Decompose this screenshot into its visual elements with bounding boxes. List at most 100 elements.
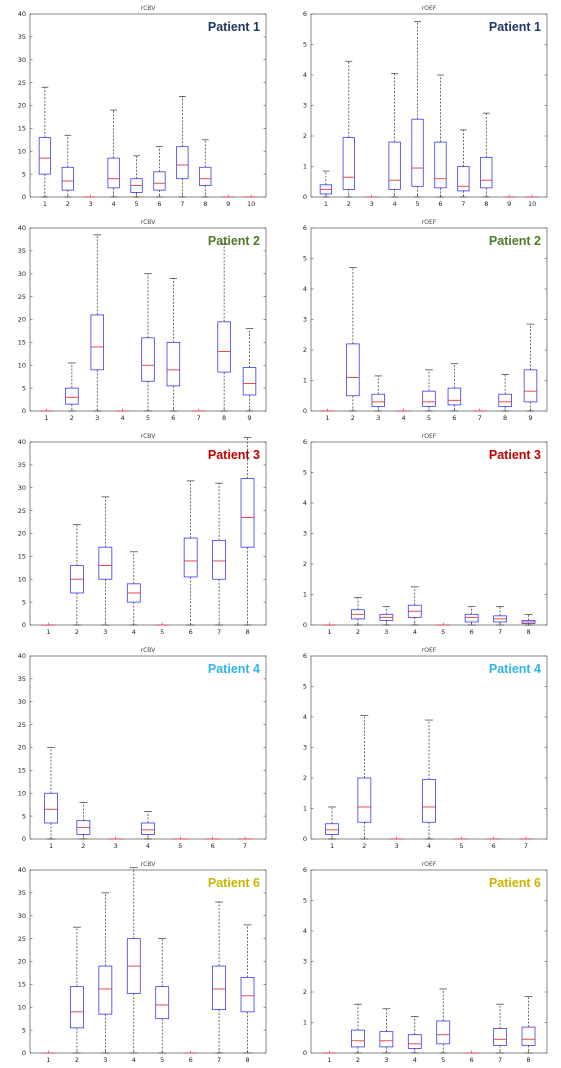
x-tick-label: 2 (362, 842, 366, 850)
x-tick-label: 6 (157, 200, 161, 208)
y-tick-label: 10 (18, 147, 26, 155)
y-tick-label: 3 (303, 316, 307, 324)
x-tick-label: 5 (160, 1056, 164, 1064)
axes-title: rCBV (141, 5, 157, 12)
y-tick-label: 1 (303, 591, 307, 599)
x-tick-label: 5 (178, 842, 182, 850)
x-tick-label: 6 (171, 414, 175, 422)
x-tick-label: 5 (427, 414, 431, 422)
y-tick-label: 15 (18, 553, 26, 561)
y-tick-label: 35 (18, 889, 26, 897)
x-tick-label: 4 (112, 200, 116, 208)
y-tick-label: 20 (18, 958, 26, 966)
patient-label: Patient 1 (208, 20, 260, 34)
y-tick-label: 0 (303, 1049, 307, 1057)
axes-title: rOEF (422, 219, 437, 226)
y-tick-label: 30 (18, 912, 26, 920)
x-tick-label: 7 (524, 842, 528, 850)
axes-title: rCBV (141, 861, 157, 868)
x-tick-label: 3 (384, 1056, 388, 1064)
y-tick-label: 15 (18, 339, 26, 347)
x-tick-label: 2 (351, 414, 355, 422)
axes-title: rCBV (141, 647, 157, 654)
y-tick-label: 0 (22, 1049, 26, 1057)
x-tick-label: 9 (528, 414, 532, 422)
y-tick-label: 2 (303, 346, 307, 354)
y-tick-label: 5 (22, 598, 26, 606)
y-tick-label: 10 (18, 575, 26, 583)
y-tick-label: 0 (303, 835, 307, 843)
y-tick-label: 2 (303, 560, 307, 568)
x-tick-label: 4 (427, 842, 431, 850)
y-tick-label: 6 (303, 652, 307, 660)
axes-frame (311, 14, 547, 197)
y-tick-label: 35 (18, 33, 26, 41)
patient-label: Patient 1 (489, 20, 541, 34)
y-tick-label: 30 (18, 698, 26, 706)
y-tick-label: 6 (303, 438, 307, 446)
x-tick-label: 1 (46, 1056, 50, 1064)
x-tick-label: 4 (413, 1056, 417, 1064)
x-tick-label: 1 (324, 200, 328, 208)
x-tick-label: 5 (146, 414, 150, 422)
y-tick-label: 20 (18, 744, 26, 752)
x-tick-label: 1 (327, 1056, 331, 1064)
y-tick-label: 1 (303, 1019, 307, 1027)
y-tick-label: 6 (303, 10, 307, 18)
x-tick-label: 4 (121, 414, 125, 422)
x-tick-label: 9 (247, 414, 251, 422)
x-tick-label: 6 (211, 842, 215, 850)
y-tick-label: 2 (303, 774, 307, 782)
x-tick-label: 6 (452, 414, 456, 422)
x-tick-label: 9 (507, 200, 511, 208)
y-tick-label: 30 (18, 270, 26, 278)
x-tick-label: 2 (356, 628, 360, 636)
x-tick-label: 3 (384, 628, 388, 636)
x-tick-label: 7 (217, 628, 221, 636)
x-tick-label: 7 (197, 414, 201, 422)
y-tick-label: 5 (22, 812, 26, 820)
x-tick-label: 2 (75, 628, 79, 636)
y-tick-label: 25 (18, 935, 26, 943)
y-tick-label: 30 (18, 484, 26, 492)
x-tick-label: 3 (395, 842, 399, 850)
y-tick-label: 0 (22, 835, 26, 843)
y-tick-label: 15 (18, 767, 26, 775)
x-tick-label: 5 (160, 628, 164, 636)
x-tick-label: 8 (222, 414, 226, 422)
x-tick-label: 1 (44, 414, 48, 422)
x-tick-label: 4 (132, 1056, 136, 1064)
x-tick-label: 3 (376, 414, 380, 422)
y-tick-label: 35 (18, 675, 26, 683)
x-tick-label: 8 (503, 414, 507, 422)
axes-title: rOEF (422, 433, 437, 440)
y-tick-label: 40 (18, 652, 26, 660)
x-tick-label: 6 (189, 1056, 193, 1064)
patient-label: Patient 3 (208, 448, 260, 462)
x-tick-label: 7 (498, 1056, 502, 1064)
x-tick-label: 8 (245, 1056, 249, 1064)
x-tick-label: 1 (325, 414, 329, 422)
y-tick-label: 3 (303, 102, 307, 110)
x-tick-label: 7 (498, 628, 502, 636)
x-tick-label: 6 (492, 842, 496, 850)
y-tick-label: 40 (18, 438, 26, 446)
y-tick-label: 5 (303, 683, 307, 691)
x-tick-label: 6 (189, 628, 193, 636)
x-tick-label: 4 (132, 628, 136, 636)
x-tick-label: 4 (146, 842, 150, 850)
x-tick-label: 5 (134, 200, 138, 208)
x-tick-label: 8 (484, 200, 488, 208)
x-tick-label: 2 (356, 1056, 360, 1064)
x-tick-label: 8 (203, 200, 207, 208)
x-tick-label: 6 (470, 628, 474, 636)
y-tick-label: 4 (303, 71, 307, 79)
y-tick-label: 0 (303, 621, 307, 629)
y-tick-label: 35 (18, 247, 26, 255)
y-tick-label: 10 (18, 361, 26, 369)
